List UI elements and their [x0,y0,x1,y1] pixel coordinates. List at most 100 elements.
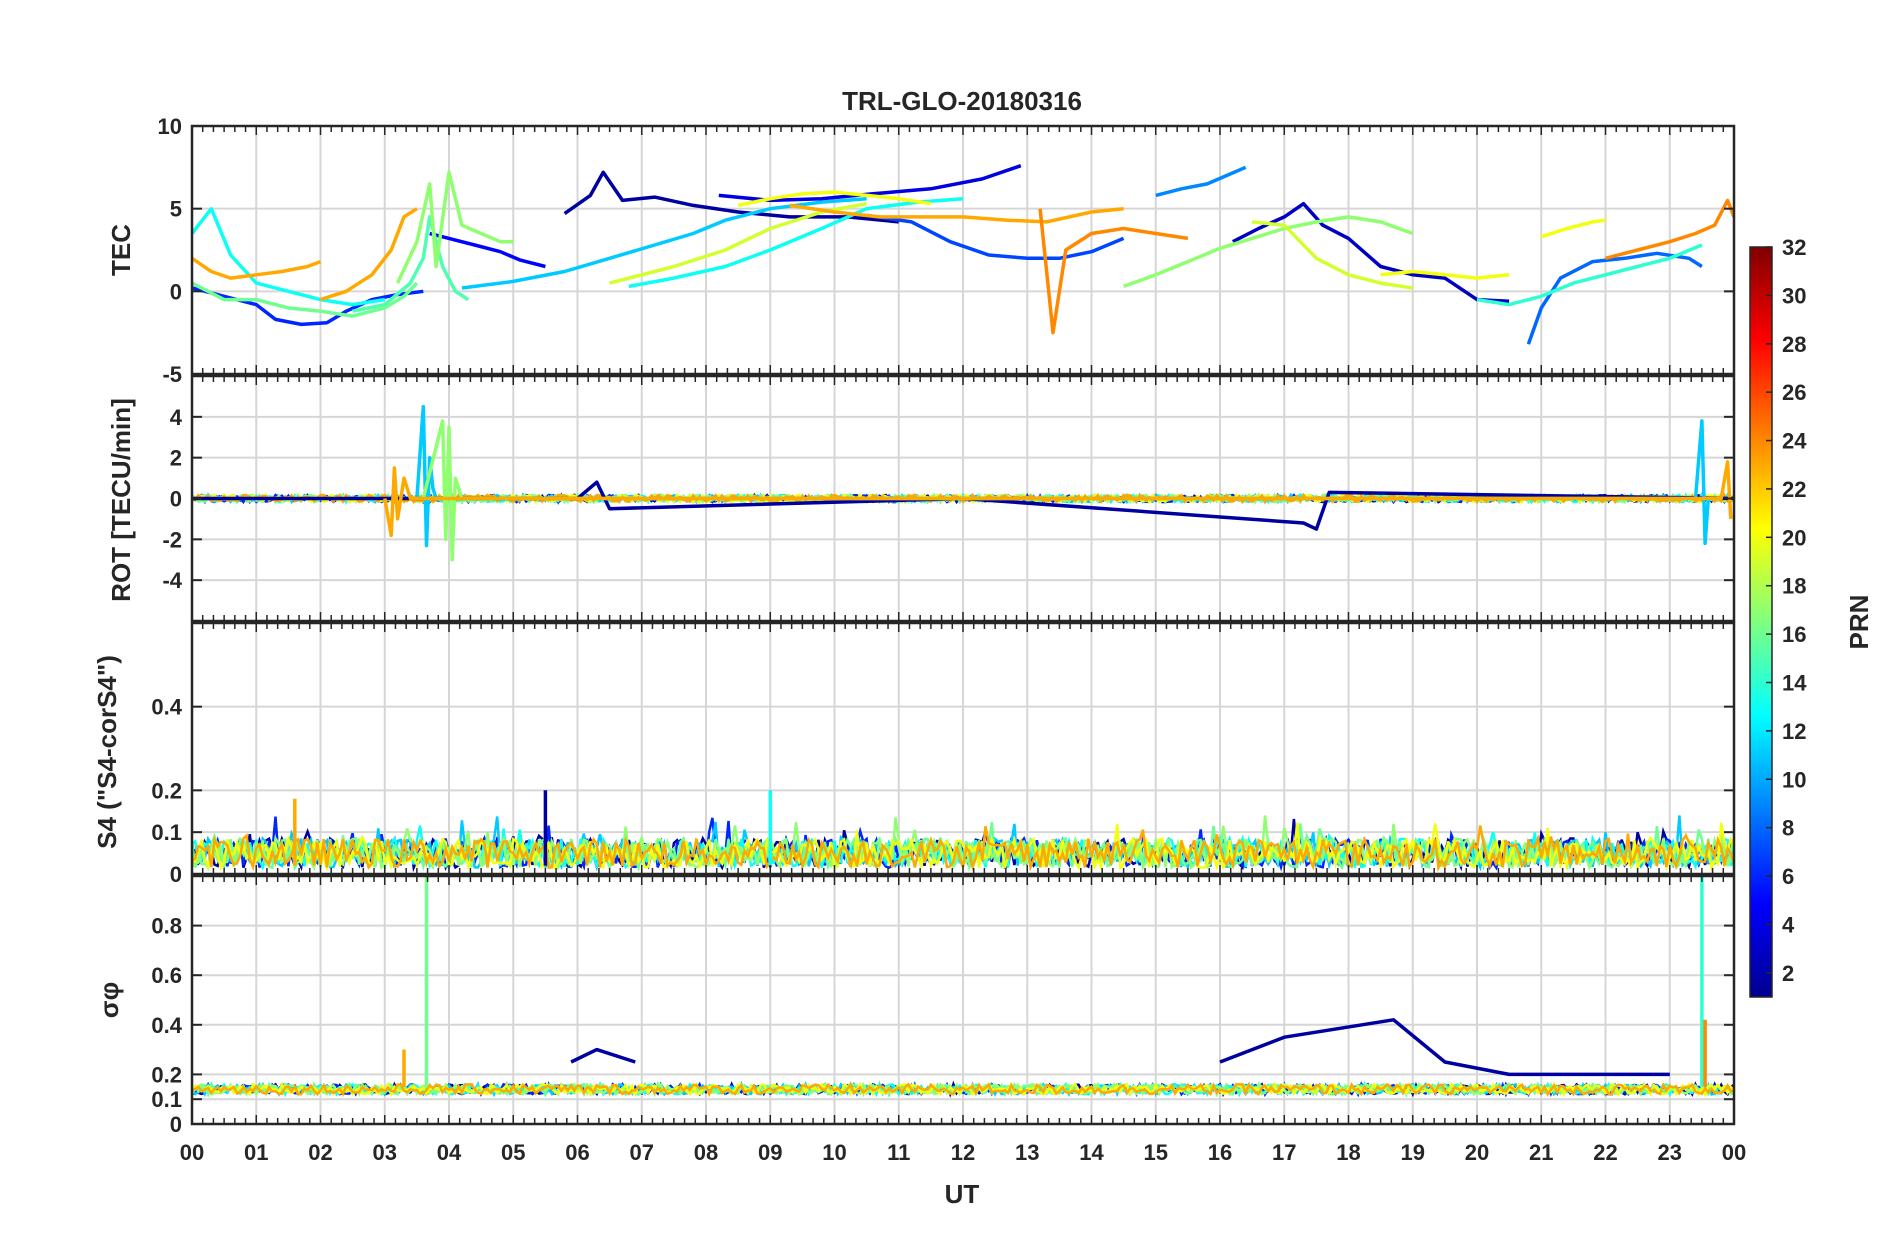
series-prn-11 [415,404,1711,548]
y-tick-label: -2 [162,527,182,552]
series-prn-23 [383,460,1733,538]
colorbar-tick-label: 14 [1782,670,1807,695]
x-tick-label: 17 [1272,1140,1296,1165]
y-tick-label: 2 [170,446,182,471]
colorbar-tick-label: 10 [1782,767,1806,792]
colorbar-tick-label: 8 [1782,816,1794,841]
colorbar-tick-label: 32 [1782,235,1806,260]
series-prn-5 [429,231,546,269]
x-tick-label: 03 [373,1140,397,1165]
y-tick-label: 0.1 [151,820,182,845]
x-tick-label: 11 [887,1140,910,1165]
y-tick-label: 5 [170,197,182,222]
x-ticks [191,376,1735,621]
series-prn-14 [1476,243,1703,307]
y-tick-label: 0 [170,487,182,512]
y-axis-label: σφ [94,982,124,1018]
x-tick-label: 23 [1658,1140,1682,1165]
series-prn-23 [192,256,322,280]
y-tick-label: 10 [158,114,182,139]
series-prn-15 [352,215,470,313]
data-group [192,876,1734,1098]
y-tick-label: 0.6 [151,963,182,988]
y-tick-label: 0.2 [151,1062,182,1087]
data-group [192,404,1734,562]
colorbar-gradient [1749,246,1773,998]
x-tick-label: 16 [1208,1140,1232,1165]
y-tick-labels: 0 0.1 0.2 0.4 [151,695,1734,887]
chart-title: TRL-GLO-20180316 [842,86,1082,116]
y-tick-labels: -4 -2 0 2 4 [162,405,1734,593]
x-ticks [191,876,1735,1124]
y-tick-label: 0 [170,862,182,887]
series-prn-13 [628,196,964,289]
x-tick-labels: 00 01 02 03 04 05 06 07 08 09 10 11 12 13 14 15 16 17 18 19… [180,1140,1746,1165]
y-axis-label: TEC [106,224,136,276]
colorbar-tick-label: 26 [1782,380,1806,405]
x-tick-label: 19 [1401,1140,1425,1165]
x-ticks [191,623,1735,874]
x-tick-label: 08 [694,1140,718,1165]
colorbar-tick-label: 20 [1782,525,1806,550]
colorbar-tick-label: 24 [1782,429,1807,454]
series-prn-23 [789,203,1124,224]
y-tick-labels: -5 0 5 10 [158,114,1734,387]
series-prn-8 [1526,251,1703,345]
x-tick-label: 02 [308,1140,332,1165]
series-prn-19 [1251,220,1414,290]
y-tick-label: 0.4 [151,695,182,720]
x-tick-label: 12 [951,1140,975,1165]
x-tick-label: 04 [437,1140,462,1165]
series-prn-13 [192,206,386,307]
y-tick-label: 4 [170,405,183,430]
series-prn-2 [1219,1018,1670,1077]
y-axis-label: ROT [TECU/min] [106,398,136,602]
y-tick-label: -5 [162,362,182,387]
x-tick-label: 07 [630,1140,654,1165]
series-prn-2 [570,1047,636,1064]
x-tick-label: 15 [1144,1140,1168,1165]
x-tick-label: 00 [1722,1140,1746,1165]
x-tick-label: 22 [1593,1140,1617,1165]
panel-rot: -4 -2 0 2 4 ROT [TECU/min] [106,374,1736,623]
x-tick-label: 10 [822,1140,846,1165]
x-tick-label: 00 [180,1140,204,1165]
colorbar-tick-label: 12 [1782,719,1806,744]
series-prn-9 [1155,165,1247,198]
panel-tec: -5 0 5 10 TEC [106,114,1736,387]
noise-trace-prn-20 [192,1081,1734,1098]
y-tick-label: 0 [170,279,182,304]
series-prn-3 [1232,201,1510,304]
series-prn-17 [1123,215,1414,289]
x-tick-label: 14 [1079,1140,1104,1165]
y-tick-label: 0 [170,1112,182,1137]
x-tick-label: 18 [1336,1140,1360,1165]
x-tick-label: 13 [1015,1140,1039,1165]
series-prn-17 [421,419,464,562]
y-tick-label: 0.2 [151,778,182,803]
x-tick-label: 20 [1465,1140,1489,1165]
colorbar-tick-label: 2 [1782,961,1794,986]
x-tick-label: 05 [501,1140,525,1165]
colorbar-tick-label: 30 [1782,283,1806,308]
x-tick-label: 06 [565,1140,589,1165]
x-ticks [191,126,1735,374]
series-prn-7 [866,213,1125,261]
colorbar-tick-label: 6 [1782,864,1794,889]
series-prn-16 [192,281,419,318]
y-tick-label: 0.4 [151,1013,182,1038]
x-tick-label: 01 [244,1140,268,1165]
colorbar-tick-label: 16 [1782,622,1806,647]
series-prn-24 [1605,198,1734,260]
x-tick-label: 21 [1529,1140,1553,1165]
x-tick-label: 09 [758,1140,782,1165]
noise-trace-prn-23 [192,1081,1734,1098]
colorbar-tick-label: 18 [1782,574,1806,599]
data-group [192,164,1734,345]
series-prn-23 [319,207,418,302]
series-prn-20 [1380,269,1510,280]
panel-s4: 0 0.1 0.2 0.4 S4 ("S4-corS4") [92,621,1736,887]
